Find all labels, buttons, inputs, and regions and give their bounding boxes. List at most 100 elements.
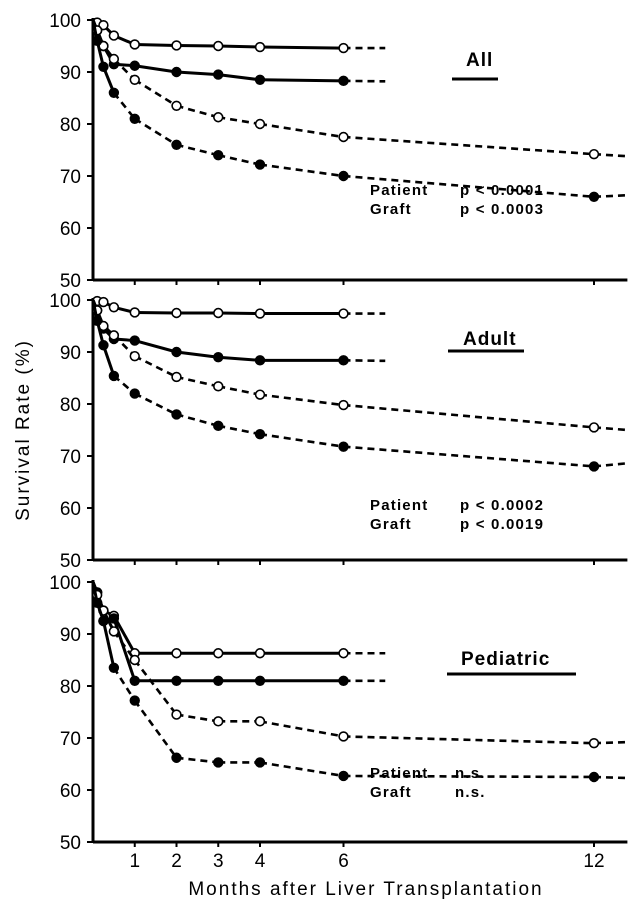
- data-point: [129, 113, 140, 125]
- x-axis-title: Months after Liver Transplantation: [188, 879, 543, 900]
- data-point: [129, 74, 140, 86]
- data-point: [254, 41, 266, 53]
- x-tick-label: 2: [171, 851, 182, 872]
- data-point: [338, 770, 349, 782]
- stat-value: p < 0.0002: [460, 497, 544, 514]
- panel-adult: 50 60 70 80 90 100 Adult Patient p < 0.0002 Graft…: [49, 291, 628, 572]
- series-segment: [343, 174, 595, 199]
- data-point: [108, 370, 120, 382]
- data-point: [254, 74, 266, 86]
- series-segment: [176, 375, 219, 388]
- data-point: [338, 675, 349, 686]
- stat-label: Graft: [370, 201, 412, 218]
- y-tick-label: 70: [60, 447, 81, 468]
- data-point: [254, 716, 266, 727]
- series-line: [91, 299, 628, 472]
- data-point: [254, 757, 266, 768]
- data-point: [108, 626, 120, 637]
- data-point: [338, 131, 349, 143]
- y-tick-label: 80: [60, 395, 81, 416]
- series-segment: [343, 359, 386, 363]
- data-point: [98, 296, 109, 308]
- panel-title: All: [466, 50, 493, 71]
- series-segment: [259, 432, 344, 448]
- data-point: [129, 388, 140, 399]
- series-segment: [218, 311, 261, 316]
- data-point: [129, 39, 140, 50]
- series-segment: [259, 122, 344, 139]
- x-tick-label: 3: [213, 851, 224, 872]
- series-segment: [176, 413, 219, 428]
- data-point: [254, 159, 266, 170]
- series-segment: [134, 78, 178, 107]
- data-point: [91, 597, 103, 608]
- data-point: [254, 308, 266, 319]
- series-segment: [593, 775, 628, 780]
- series-segment: [176, 143, 219, 157]
- data-point: [129, 695, 140, 706]
- y-tick-label: 90: [60, 63, 81, 84]
- series-segment: [134, 392, 178, 416]
- series-segment: [134, 117, 178, 146]
- series-segment: [112, 91, 136, 120]
- data-point: [338, 42, 349, 54]
- y-tick-label: 80: [60, 115, 81, 136]
- data-point: [213, 757, 224, 768]
- series-segment: [134, 64, 177, 74]
- series-segment: [218, 355, 261, 362]
- data-point: [588, 771, 600, 783]
- data-point: [108, 53, 120, 65]
- data-point: [171, 307, 182, 319]
- data-point: [129, 675, 140, 686]
- stat-value: p < 0.0001: [460, 182, 544, 199]
- series-line: [91, 581, 628, 783]
- data-point: [254, 428, 266, 440]
- series-segment: [343, 403, 595, 429]
- data-point: [171, 752, 182, 763]
- series-line: [91, 19, 628, 203]
- series-segment: [259, 761, 344, 778]
- series-segment: [217, 153, 261, 166]
- series-line: [91, 581, 386, 659]
- series-segment: [343, 79, 386, 83]
- y-tick-label: 100: [49, 11, 81, 32]
- series-segment: [593, 426, 628, 432]
- data-point: [171, 139, 182, 151]
- series-segment: [176, 756, 219, 764]
- series-segment: [218, 115, 261, 126]
- data-point: [338, 731, 349, 742]
- series-line: [91, 299, 628, 433]
- data-point: [171, 66, 182, 78]
- data-point: [338, 355, 349, 366]
- data-point: [129, 654, 140, 666]
- data-point: [171, 346, 182, 358]
- y-tick-label: 60: [60, 499, 81, 520]
- data-point: [213, 352, 224, 363]
- series-segment: [343, 445, 595, 468]
- data-point: [213, 716, 224, 727]
- data-point: [171, 40, 182, 51]
- series-segment: [259, 78, 344, 83]
- series-segment: [176, 43, 219, 48]
- series-segment: [176, 70, 219, 77]
- stat-label: Patient: [370, 497, 428, 514]
- data-point: [254, 118, 266, 130]
- data-point: [98, 61, 109, 73]
- series-line: [91, 581, 386, 686]
- y-tick-label: 70: [60, 729, 81, 750]
- data-point: [338, 441, 349, 452]
- x-axis-ticks: 1 2 3 4 6 12: [129, 851, 604, 872]
- data-point: [588, 191, 600, 203]
- data-point: [588, 422, 600, 433]
- data-point: [588, 737, 600, 749]
- data-point: [171, 648, 182, 659]
- series-line: [91, 295, 386, 319]
- data-point: [254, 355, 266, 366]
- stat-value: n.s.: [455, 765, 486, 782]
- series-segment: [218, 73, 261, 82]
- stat-value: n.s.: [455, 784, 486, 801]
- series-segment: [134, 339, 177, 354]
- chart-panels: 50 60 70 80 90 100 All Patient p < 0.0001 Graft p …: [49, 11, 628, 854]
- y-tick-label: 50: [60, 833, 81, 854]
- data-point: [254, 675, 266, 686]
